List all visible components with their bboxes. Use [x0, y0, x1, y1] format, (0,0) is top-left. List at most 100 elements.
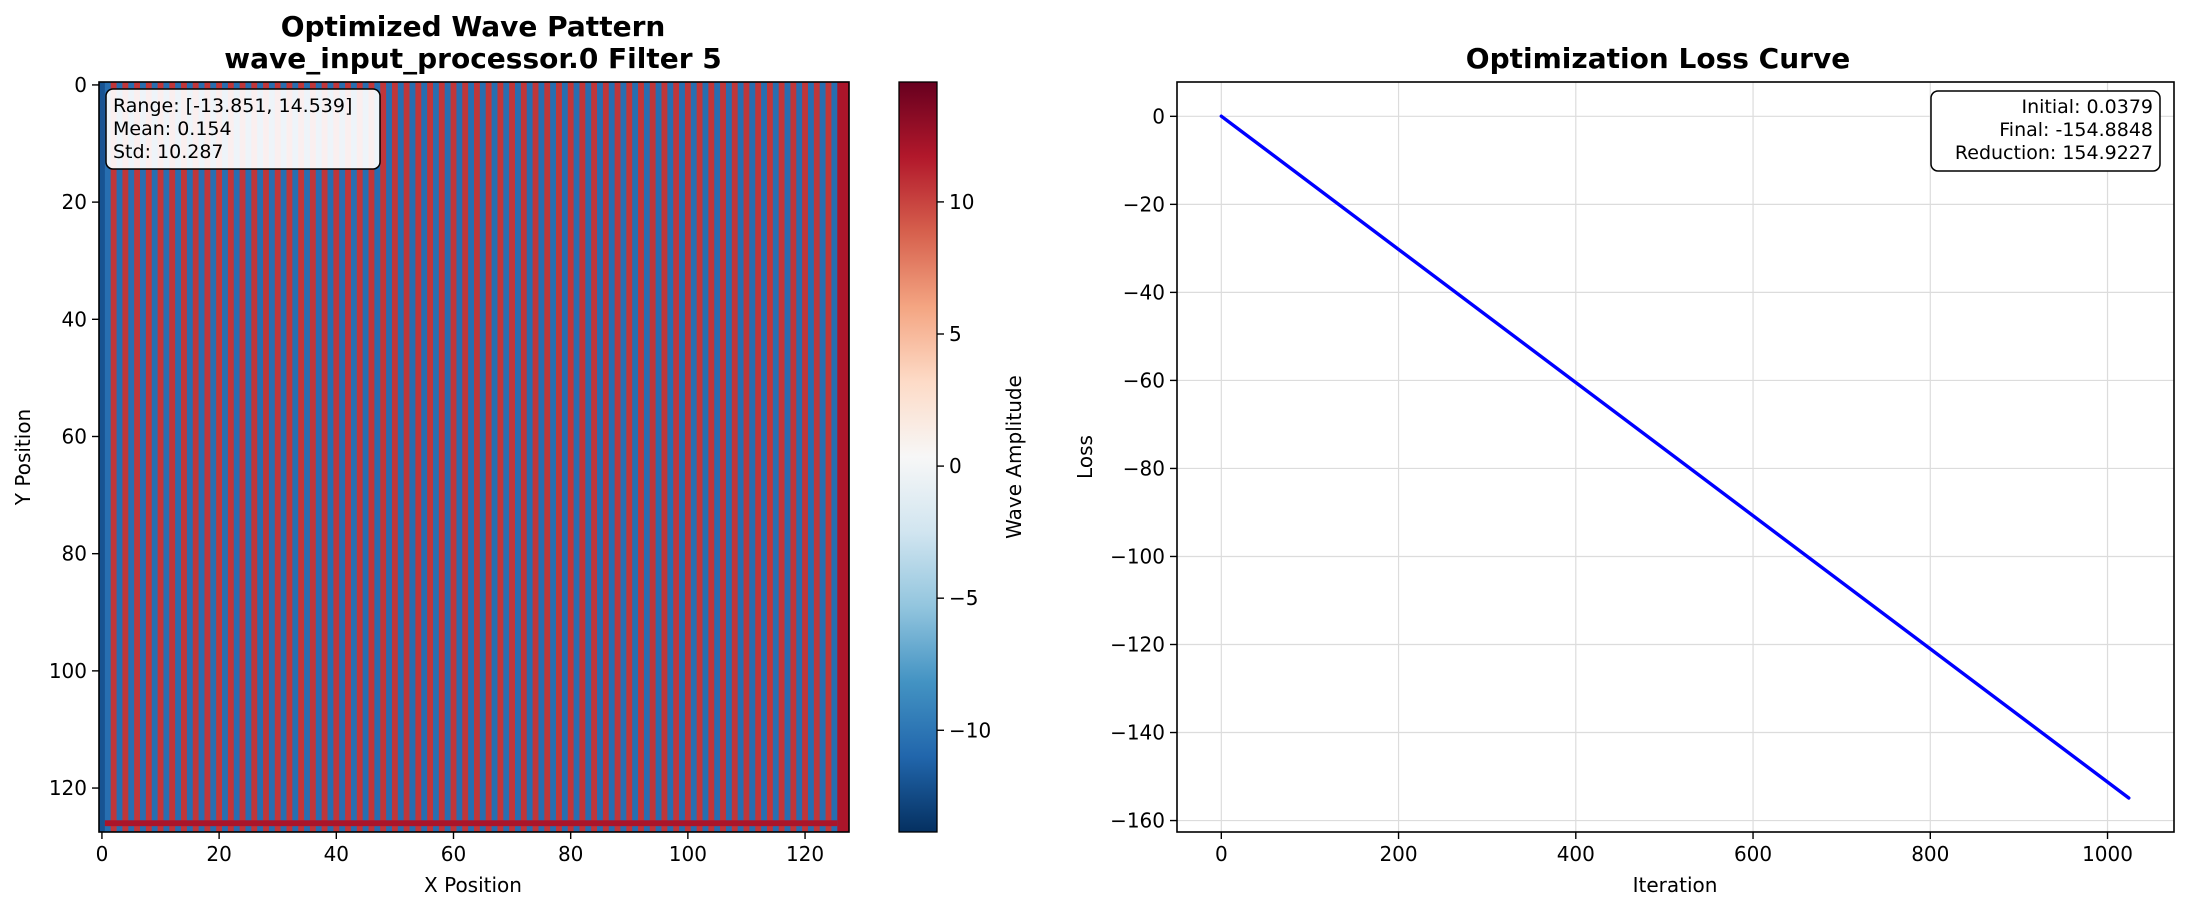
loss-y-tick-label: −100 — [1110, 544, 1165, 568]
loss-stats-line: Initial: 0.0379 — [2022, 96, 2154, 118]
heatmap-column — [790, 82, 797, 832]
heatmap-column — [216, 82, 223, 832]
heatmap-column — [99, 82, 106, 832]
heatmap-y-tick-label: 60 — [62, 424, 87, 448]
heatmap-y-ticks: 0 20 40 60 80 100 120 — [49, 73, 99, 800]
heatmap-column — [614, 82, 621, 832]
heatmap-column — [374, 82, 381, 832]
loss-y-tick-label: 0 — [1152, 104, 1165, 128]
heatmap-column — [286, 82, 293, 832]
heatmap-column — [591, 82, 598, 832]
heatmap-column — [679, 82, 686, 832]
heatmap-column — [321, 82, 328, 832]
heatmap-column — [245, 82, 252, 832]
heatmap-column — [145, 82, 153, 832]
colorbar-tick-label: 5 — [949, 322, 962, 346]
heatmap-column — [251, 82, 258, 832]
heatmap-column — [474, 82, 481, 832]
heatmap-column — [673, 82, 680, 832]
heatmap-column — [690, 82, 698, 832]
colorbar-label: Wave Amplitude — [1002, 375, 1026, 539]
heatmap-column — [837, 82, 844, 832]
heatmap-column — [632, 82, 639, 832]
heatmap-column — [157, 82, 164, 832]
heatmap-column — [128, 82, 135, 832]
heatmap-column — [409, 82, 416, 832]
loss-y-tick-label: −160 — [1110, 809, 1165, 833]
heatmap-column — [825, 82, 832, 832]
heatmap-y-tick-label: 80 — [62, 542, 87, 566]
heatmap-stats-line: Range: [-13.851, 14.539] — [113, 95, 352, 117]
loss-chart: Optimization Loss Curve 0 200 400 600 800 100… — [1073, 42, 2175, 897]
heatmap-column — [585, 82, 592, 832]
loss-y-label: Loss — [1073, 435, 1097, 479]
loss-y-tick-label: −20 — [1123, 192, 1165, 216]
heatmap-column — [116, 82, 123, 832]
heatmap-column — [368, 82, 375, 832]
heatmap-column — [327, 82, 334, 832]
heatmap-column — [391, 82, 399, 832]
heatmap-x-tick-label: 60 — [441, 842, 466, 866]
heatmap-column — [602, 82, 610, 832]
heatmap-column — [280, 82, 287, 832]
heatmap-column — [122, 82, 129, 832]
heatmap-y-tick-label: 0 — [74, 73, 87, 97]
heatmap-column — [140, 82, 147, 832]
loss-y-ticks: 0 −20 −40 −60 −80 −100 −120 −140 −160 — [1110, 104, 1177, 833]
heatmap-column — [626, 82, 633, 832]
heatmap-column — [239, 82, 246, 832]
heatmap-y-tick-label: 40 — [62, 307, 87, 331]
heatmap-column — [731, 82, 739, 832]
heatmap-column — [468, 82, 475, 832]
heatmap-column — [403, 82, 410, 832]
heatmap-column — [397, 82, 405, 832]
heatmap-column — [456, 82, 463, 832]
heatmap-column — [339, 82, 346, 832]
heatmap-column — [784, 82, 791, 832]
heatmap-column — [304, 82, 311, 832]
heatmap-stats-box: Range: [-13.851, 14.539] Mean: 0.154 Std… — [105, 88, 381, 170]
loss-x-label: Iteration — [1633, 873, 1718, 897]
loss-y-tick-label: −60 — [1123, 368, 1165, 392]
loss-x-tick-label: 400 — [1557, 842, 1595, 866]
heatmap-column — [620, 82, 627, 832]
heatmap-column — [345, 82, 352, 832]
loss-title: Optimization Loss Curve — [1466, 42, 1850, 75]
heatmap-column — [796, 82, 803, 832]
heatmap-column — [743, 82, 750, 832]
heatmap-column — [257, 82, 264, 832]
heatmap-column — [532, 82, 539, 832]
heatmap-column — [843, 82, 850, 832]
heatmap-column — [104, 82, 112, 832]
heatmap-column — [567, 82, 575, 832]
heatmap-column — [333, 82, 340, 832]
colorbar-ticks: −10 −5 0 5 10 — [937, 190, 991, 742]
heatmap-column — [268, 82, 276, 832]
heatmap-column — [544, 82, 551, 832]
heatmap-column — [597, 82, 604, 832]
heatmap-column — [661, 82, 668, 832]
heatmap-column — [649, 82, 657, 832]
heatmap-column — [684, 82, 692, 832]
loss-y-tick-label: −80 — [1123, 456, 1165, 480]
loss-y-tick-label: −120 — [1110, 633, 1165, 657]
loss-x-tick-label: 800 — [1911, 842, 1949, 866]
heatmap-column — [819, 82, 826, 832]
heatmap-column — [233, 82, 241, 832]
heatmap-column — [538, 82, 545, 832]
heatmap-column — [151, 82, 158, 832]
heatmap-column — [491, 82, 498, 832]
colorbar-tick-label: 10 — [949, 190, 974, 214]
heatmap-column — [380, 82, 387, 832]
heatmap-column — [432, 82, 440, 832]
heatmap-column — [163, 82, 170, 832]
heatmap-column — [749, 82, 756, 832]
heatmap-column — [210, 82, 217, 832]
heatmap-column — [462, 82, 469, 832]
heatmap-column — [573, 82, 580, 832]
heatmap-x-tick-label: 100 — [669, 842, 707, 866]
loss-y-tick-label: −140 — [1110, 721, 1165, 745]
heatmap-column — [515, 82, 522, 832]
heatmap-column — [550, 82, 557, 832]
heatmap-column — [479, 82, 487, 832]
